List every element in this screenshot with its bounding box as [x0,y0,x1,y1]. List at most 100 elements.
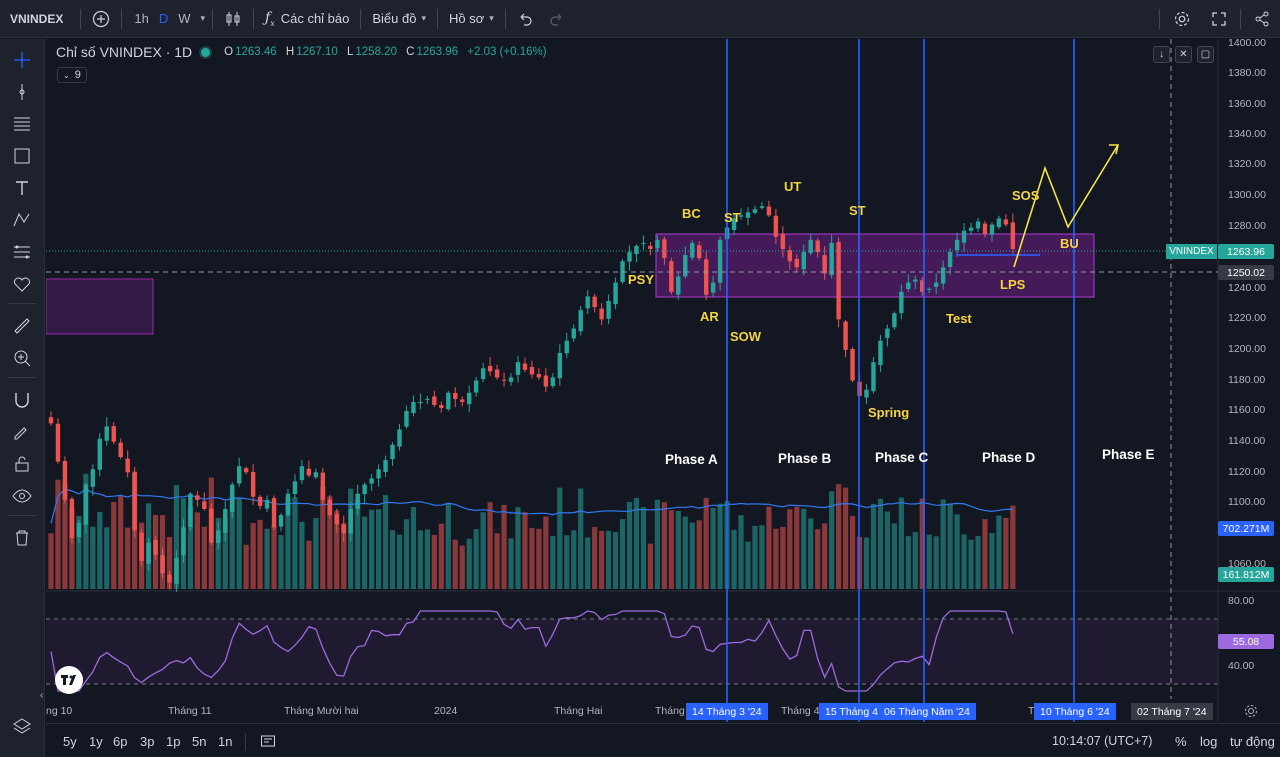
volume-bar [919,498,925,589]
clock-timezone[interactable]: 10:14:07 (UTC+7) [1052,734,1153,748]
time-marker-4: 10 Tháng 6 '24 [1034,703,1116,720]
undo-button[interactable] [509,0,541,38]
annotation-test[interactable]: Test [946,311,972,326]
chart-pane[interactable] [46,39,1280,722]
range-6p[interactable]: 6p [113,734,128,749]
volume-bar [626,502,633,589]
annotation-spring[interactable]: Spring [868,405,910,420]
volume-bar [494,533,500,589]
time-label: Tháng 4 [781,705,820,717]
log-toggle[interactable]: log [1200,734,1218,749]
volume-bar [731,529,737,589]
lock-all-tool[interactable] [11,453,33,475]
range-1n[interactable]: 1n [218,734,233,749]
annotation-st-1[interactable]: ST [724,210,741,225]
tradingview-logo[interactable] [55,666,83,694]
annotation-sow[interactable]: SOW [730,329,762,344]
annotation-phase-b[interactable]: Phase B [778,451,832,466]
candle-body [536,374,542,378]
range-1y[interactable]: 1y [89,734,103,749]
annotation-sos[interactable]: SOS [1012,188,1040,203]
annotation-phase-c[interactable]: Phase C [875,450,929,465]
redo-button[interactable] [541,0,573,38]
volume-bar [822,523,828,589]
percent-toggle[interactable]: % [1175,734,1187,749]
toolbar-divider [437,8,438,29]
trendline-tool[interactable] [11,81,33,103]
volume-bar [334,510,340,589]
legend-title[interactable]: Chỉ số VNINDEX · 1D [56,44,193,60]
fx-icon: ƒx [265,9,275,28]
lock-drawing-tool[interactable] [11,421,33,443]
annotation-ut[interactable]: UT [784,179,802,194]
price-chart[interactable] [46,39,1280,722]
candle-body [487,365,493,372]
collapse-toolbar-icon[interactable]: ‹ [40,690,44,701]
settings-button[interactable] [1163,0,1201,38]
interval-d[interactable]: D [158,11,169,26]
candle-body [780,233,786,249]
compare-symbol-button[interactable] [84,0,118,38]
candle-body [480,368,486,380]
time-axis[interactable]: ng 10 Tháng 11 Tháng Mười hai 2024 Tháng… [46,700,1218,722]
indicators-collapse-button[interactable]: ⌄ 9 [57,67,87,83]
price-label: 1120.00 [1228,466,1266,478]
volume-bar [578,488,584,589]
symbol-search-button[interactable]: VNINDEX [10,11,64,26]
candle-body [829,242,834,276]
candle-body [62,461,68,500]
pattern-tool[interactable] [11,209,33,231]
candle-body [216,530,221,543]
maximize-pane-button[interactable]: ▢ [1197,46,1214,63]
chart-menu-button[interactable]: Biểu đồ ▾ [364,0,434,38]
range-1p[interactable]: 1p [166,734,181,749]
candle-body [153,539,158,555]
crosshair-tool[interactable] [11,49,33,71]
annotation-psy[interactable]: PSY [628,272,655,287]
volume-bar [710,507,716,589]
remove-drawings-tool[interactable] [11,527,33,549]
favorites-tool[interactable] [11,273,33,295]
shape-tool[interactable] [11,145,33,167]
zoom-tool[interactable] [11,347,33,369]
auto-toggle[interactable]: tự động [1230,734,1275,749]
axis-settings-button[interactable] [1243,703,1259,719]
annotation-phase-a[interactable]: Phase A [665,452,718,467]
candle-body [989,224,995,235]
scroll-to-latest-button[interactable]: ↓ [1153,46,1170,63]
range-3p[interactable]: 3p [140,734,155,749]
collapse-pane-button[interactable]: ✕ [1175,46,1192,63]
chevron-down-icon[interactable]: ▾ [200,13,206,23]
text-tool[interactable] [11,177,33,199]
price-label: 1160.00 [1228,404,1266,416]
annotation-lps[interactable]: LPS [1000,277,1026,292]
fullscreen-button[interactable] [1201,0,1237,38]
object-tree-tool[interactable] [11,715,33,737]
interval-1h[interactable]: 1h [134,11,149,26]
annotation-phase-d[interactable]: Phase D [982,450,1036,465]
candle-body [843,321,848,350]
measure-tool[interactable] [11,315,33,337]
share-button[interactable] [1244,0,1280,38]
candle-body [822,255,827,274]
range-5y[interactable]: 5y [63,734,77,749]
profile-menu-button[interactable]: Hồ sơ ▾ [441,0,502,38]
candle-body [174,557,179,584]
annotation-ar[interactable]: AR [700,309,719,324]
annotation-bc[interactable]: BC [682,206,701,221]
prediction-tool[interactable] [11,241,33,263]
annotation-phase-e[interactable]: Phase E [1102,447,1155,462]
eye-icon [12,489,32,503]
magnet-tool[interactable] [11,389,33,411]
annotation-bu[interactable]: BU [1060,236,1079,251]
interval-w[interactable]: W [178,11,191,26]
volume-bar [278,535,284,589]
hide-tool[interactable] [11,485,33,507]
indicators-button[interactable]: ƒx Các chỉ báo [257,0,357,38]
fib-tool[interactable] [11,113,33,135]
date-range-button[interactable] [260,733,276,752]
candle-body [585,296,590,309]
range-5n[interactable]: 5n [192,734,207,749]
chart-type-button[interactable] [216,0,250,38]
annotation-st-2[interactable]: ST [849,203,866,218]
